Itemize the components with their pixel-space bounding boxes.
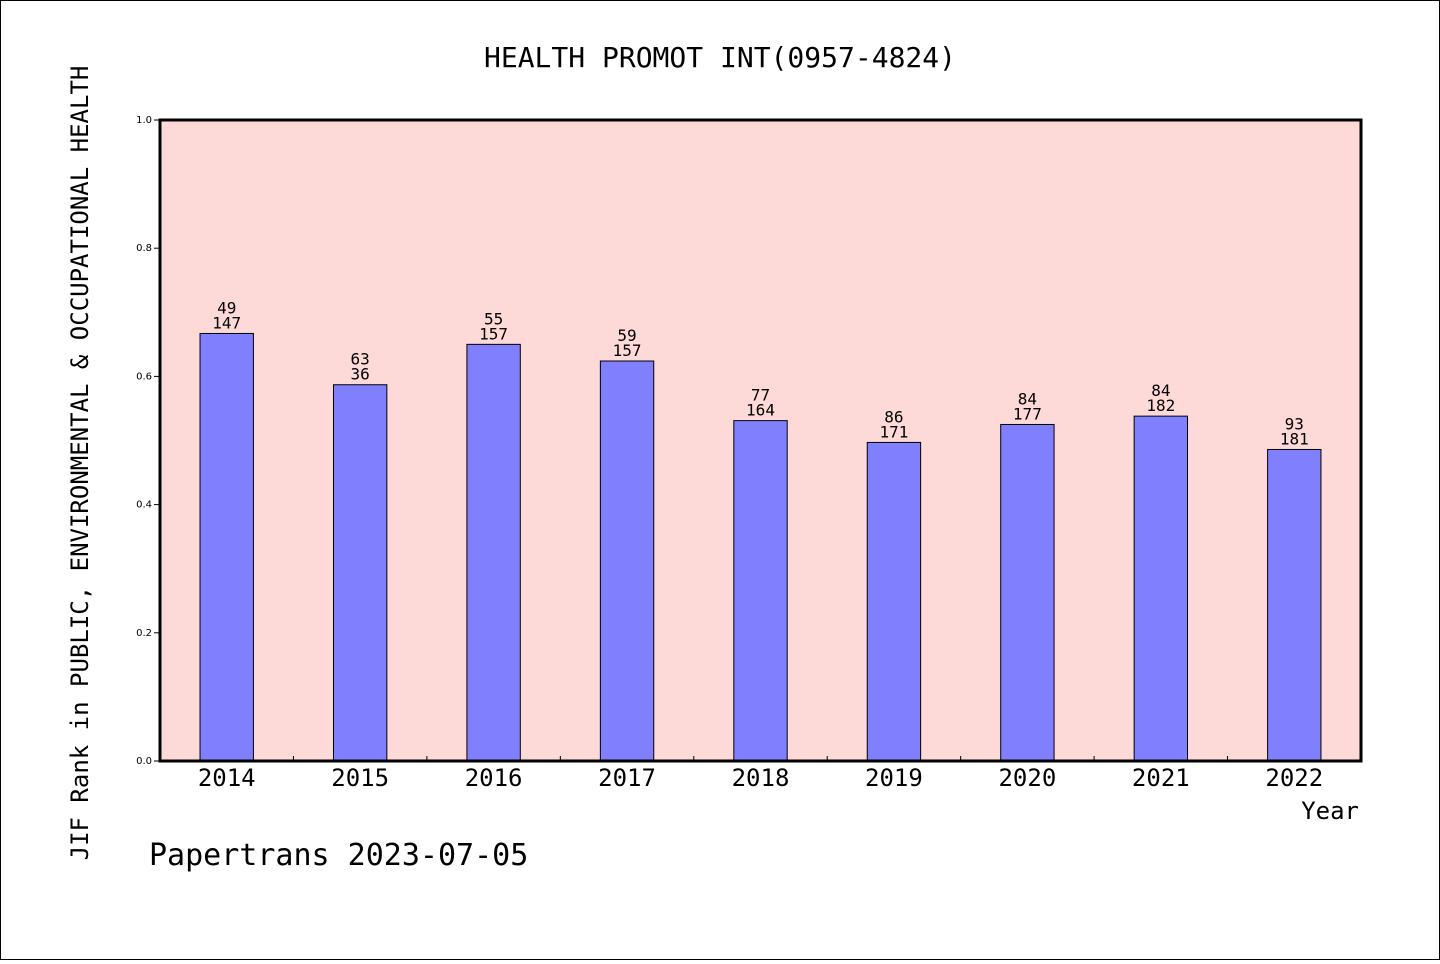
bar-label-bottom: 177 [1013, 404, 1042, 423]
bar-label-top: 84 [1018, 389, 1037, 408]
x-tick-label: 2017 [598, 764, 656, 792]
bar-label-bottom: 157 [613, 341, 642, 360]
bar-label-top: 86 [884, 407, 903, 426]
y-tick-label: 0.4 [136, 500, 152, 511]
x-tick-label: 2018 [732, 764, 790, 792]
x-axis-ticks: 2014 2015 2016 2017 2018 2019 2020 2021 2022 [198, 756, 1323, 792]
bar-2022 [1267, 448, 1322, 762]
bar-label-top: 93 [1285, 414, 1304, 433]
x-tick-label: 2019 [865, 764, 923, 792]
bar-label-bottom: 171 [879, 422, 908, 441]
x-tick-label: 2014 [198, 764, 256, 792]
x-axis-label: Year [1301, 797, 1359, 825]
bar-label-bottom: 157 [479, 324, 508, 343]
x-tick-label: 2020 [998, 764, 1056, 792]
bar-label-bottom: 147 [212, 313, 241, 332]
x-tick-label: 2021 [1132, 764, 1190, 792]
y-tick-label: 1.0 [136, 115, 152, 126]
y-axis-label: JIF Rank in PUBLIC, ENVIRONMENTAL & OCCU… [66, 66, 94, 861]
bar-2019 [866, 441, 922, 762]
bar-2020 [1000, 423, 1055, 762]
bars-group [199, 332, 1322, 762]
bar-label-bottom: 182 [1146, 396, 1175, 415]
chart-title: HEALTH PROMOT INT(0957-4824) [484, 41, 956, 74]
bar-label-top: 63 [351, 350, 370, 369]
y-tick-label: 0.6 [136, 371, 152, 382]
bar-label-bottom: 164 [746, 401, 775, 420]
y-tick-label: 0.2 [136, 628, 152, 639]
bar-label-bottom: 36 [351, 365, 370, 384]
bar-2021 [1133, 415, 1189, 762]
footer-credit: Papertrans 2023-07-05 [149, 838, 528, 873]
y-axis-ticks: 0.0 0.2 0.4 0.6 0.8 1.0 [136, 115, 160, 767]
bar-label-top: 59 [617, 326, 636, 345]
x-tick-label: 2016 [465, 764, 523, 792]
bar-label-top: 77 [751, 386, 770, 405]
x-tick-label: 2015 [331, 764, 389, 792]
bar-label-bottom: 181 [1280, 429, 1309, 448]
bar-label-top: 84 [1151, 381, 1170, 400]
bar-2018 [733, 420, 788, 762]
bar-2016 [466, 343, 521, 762]
bar-2017 [599, 360, 655, 762]
bar-2014 [199, 332, 254, 762]
bar-label-top: 55 [484, 309, 503, 328]
plot-border [158, 118, 1363, 763]
y-tick-label: 0.0 [136, 756, 152, 767]
x-tick-label: 2022 [1265, 764, 1323, 792]
bar-2015 [332, 384, 388, 762]
y-tick-label: 0.8 [136, 243, 152, 254]
bar-label-top: 49 [217, 298, 236, 317]
